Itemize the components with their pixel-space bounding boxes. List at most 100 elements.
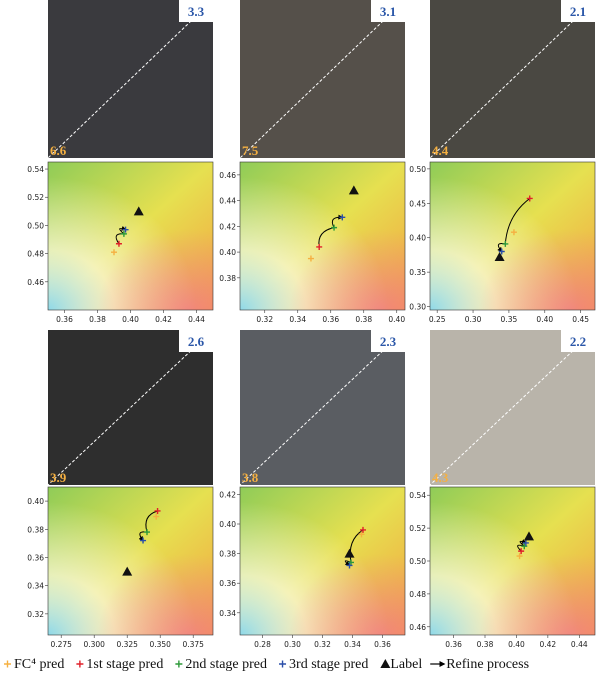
legend-marker: [175, 660, 183, 668]
legend-label: Refine process: [446, 657, 529, 672]
y-tick-label: 0.48: [27, 250, 44, 259]
y-tick-label: 0.44: [219, 197, 236, 206]
y-tick-label: 0.32: [27, 610, 44, 619]
label-point: [494, 251, 505, 261]
pred-point: [358, 531, 365, 538]
panel: 3.3 6.6 0.36 0.38 0.40 0.42 0.44 0.46 0.48 0.50 0.…: [27, 0, 214, 324]
x-tick-label: 0.32: [256, 315, 273, 324]
y-tick-label: 0.36: [219, 579, 236, 588]
y-tick-label: 0.36: [27, 553, 44, 562]
x-tick-label: 0.275: [50, 640, 72, 649]
panel: 2.14.40.25 0.30 0.35 0.40 0.450.300.350.400.…: [409, 0, 596, 324]
x-tick-label: 0.36: [56, 315, 73, 324]
error-box: [561, 330, 595, 352]
error-box: [371, 330, 405, 352]
x-tick-label: 0.38: [89, 315, 106, 324]
pred-point: [521, 543, 528, 550]
panel: 2.6 3.9 0.275 0.300 0.325 0.350 0.375 0.32 0.34 0…: [27, 329, 214, 649]
pred-point: [154, 507, 161, 514]
x-tick-label: 0.36: [322, 315, 339, 324]
error-fc4: 3.9: [50, 470, 67, 485]
x-tick-label: 0.325: [116, 640, 138, 649]
pred-point: [518, 548, 525, 555]
photo-split: [429, 0, 596, 159]
y-tick-label: 0.45: [409, 199, 426, 208]
legend-label: 2nd stage pred: [185, 657, 267, 672]
plot-frame: [239, 161, 406, 311]
pred-point: [346, 562, 353, 569]
error-ours: 2.6: [188, 334, 205, 349]
label-point: [344, 548, 355, 558]
y-tick-label: 0.35: [409, 268, 426, 277]
pred-point: [360, 526, 366, 533]
y-tick-label: 0.30: [409, 303, 426, 312]
pred-point: [140, 537, 147, 544]
panel: 3.1 7.5 0.32 0.34 0.36 0.38 0.40 0.38 0.40 0.42 0.…: [219, 0, 406, 324]
x-tick-label: 0.40: [508, 640, 525, 649]
y-tick-label: 0.50: [27, 221, 44, 230]
photo-split: [239, 329, 406, 486]
error-box: [179, 330, 213, 352]
y-tick-label: 0.46: [27, 278, 44, 287]
plot-bg: [240, 162, 405, 310]
x-tick-label: 0.350: [149, 640, 171, 649]
pred-point: [316, 243, 323, 250]
y-tick-label: 0.40: [219, 248, 236, 257]
x-tick-label: 0.45: [572, 315, 589, 324]
plot-bg: [430, 162, 595, 310]
x-tick-label: 0.30: [284, 640, 301, 649]
plot-bg: [240, 487, 405, 635]
error-fc4: 4.4: [432, 143, 449, 158]
pred-point: [331, 224, 338, 231]
x-tick-label: 0.40: [536, 315, 553, 324]
label-point: [524, 531, 534, 541]
panel: 2.2 4.3 0.36 0.38 0.40 0.42 0.44 0.46 0.48 0.50 0.…: [409, 329, 596, 649]
error-fc4: 6.6: [50, 143, 67, 158]
y-tick-label: 0.40: [409, 234, 426, 243]
y-tick-label: 0.54: [27, 165, 44, 174]
photo-split: [47, 0, 214, 159]
pred-point: [111, 249, 117, 256]
legend: FC⁴ pred 1st stage pred 2nd stage pred 3rd …: [4, 657, 529, 672]
photo-split: [429, 329, 596, 486]
x-tick-label: 0.42: [540, 640, 557, 649]
pred-point: [339, 214, 346, 221]
legend-marker: [4, 660, 11, 668]
pred-point: [120, 230, 127, 237]
x-tick-label: 0.28: [254, 640, 271, 649]
y-tick-label: 0.46: [409, 623, 426, 632]
error-fc4: 3.8: [242, 470, 259, 485]
x-tick-label: 0.25: [429, 315, 446, 324]
y-tick-label: 0.46: [219, 171, 236, 180]
x-tick-label: 0.40: [388, 315, 405, 324]
legend-label: Label: [390, 657, 422, 672]
x-tick-label: 0.34: [289, 315, 306, 324]
y-tick-label: 0.40: [219, 520, 236, 529]
x-tick-label: 0.38: [477, 640, 494, 649]
y-tick-label: 0.40: [27, 497, 44, 506]
y-tick-label: 0.50: [409, 165, 426, 174]
x-tick-label: 0.44: [188, 315, 205, 324]
x-tick-label: 0.375: [182, 640, 204, 649]
photo-split: [239, 0, 406, 159]
legend-marker: [76, 660, 84, 668]
plot-bg: [48, 162, 213, 310]
error-ours: 3.3: [188, 4, 205, 19]
pred-point: [307, 255, 314, 262]
error-ours: 3.1: [380, 4, 396, 19]
error-ours: 2.2: [570, 334, 586, 349]
x-tick-label: 0.38: [355, 315, 372, 324]
pred-point: [526, 195, 533, 202]
x-tick-label: 0.30: [465, 315, 482, 324]
y-tick-label: 0.52: [409, 524, 426, 533]
y-tick-label: 0.52: [27, 193, 44, 202]
y-tick-label: 0.48: [409, 590, 426, 599]
pred-point: [516, 553, 523, 560]
legend-label: FC⁴ pred: [14, 657, 64, 672]
y-tick-label: 0.54: [409, 491, 426, 500]
photo-split: [47, 329, 214, 486]
error-box: [371, 0, 405, 22]
pred-point: [122, 226, 129, 233]
label-point: [133, 206, 144, 216]
